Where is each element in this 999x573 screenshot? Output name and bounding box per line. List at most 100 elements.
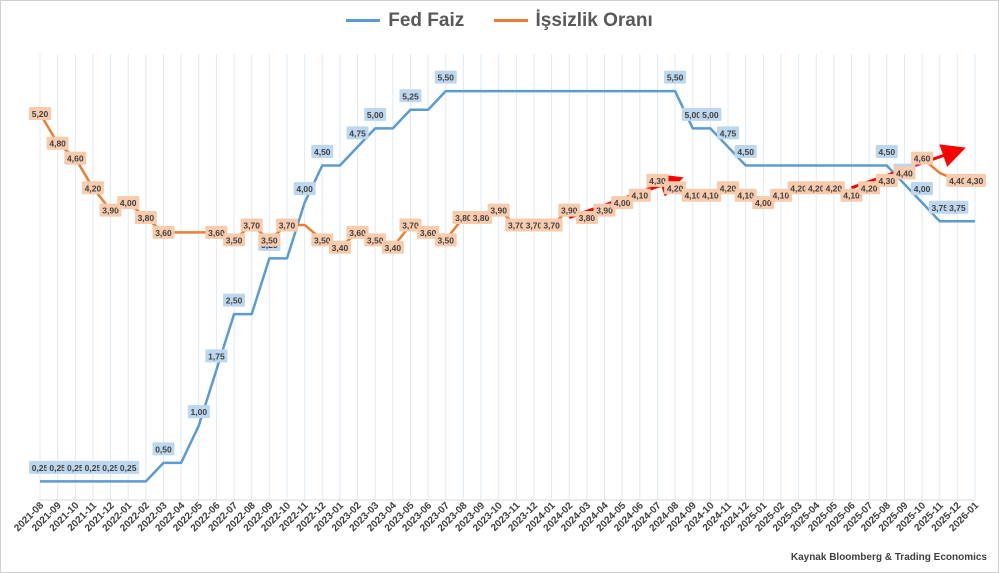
legend-swatch-unemployment	[493, 19, 528, 23]
data-label: 4,60	[914, 154, 931, 164]
data-label: 5,50	[667, 73, 684, 83]
data-label: 0,25	[102, 463, 119, 473]
data-label: 5,25	[402, 91, 419, 101]
legend-swatch-fed	[346, 19, 381, 23]
data-label-box	[152, 225, 175, 239]
data-label: 4,50	[879, 147, 896, 157]
data-label-box	[946, 200, 969, 214]
data-label: 4,40	[949, 176, 966, 186]
data-label-box	[293, 182, 316, 196]
data-label: 3,50	[367, 235, 384, 245]
data-label-box	[875, 145, 898, 158]
series-line-fed	[40, 89, 975, 483]
data-label: 0,25	[120, 463, 137, 473]
data-label: 3,90	[490, 206, 507, 216]
data-label: 4,10	[737, 191, 754, 201]
data-label: 4,20	[85, 183, 102, 193]
data-label: 4,40	[896, 168, 913, 178]
data-label: 3,50	[261, 235, 278, 245]
data-label-box	[346, 126, 369, 140]
data-label: 3,80	[579, 213, 596, 223]
legend-item-fed: Fed Faiz	[346, 10, 464, 32]
data-label: 4,10	[684, 191, 701, 201]
data-label-box	[575, 211, 598, 225]
data-label-box	[717, 181, 740, 195]
data-label-box	[734, 145, 757, 158]
data-label: 5,50	[437, 73, 454, 83]
data-label-box	[187, 405, 210, 419]
data-label-box	[81, 460, 104, 474]
data-label-box	[558, 203, 581, 217]
data-label-box	[434, 233, 457, 247]
data-label-box	[664, 181, 687, 195]
data-label-box	[64, 460, 87, 474]
legend: Fed Faiz İşsizlik Oranı	[0, 10, 999, 32]
data-label: 4,20	[808, 183, 825, 193]
data-label: 3,60	[155, 228, 172, 238]
data-label-box	[734, 188, 757, 202]
data-label: 3,80	[473, 213, 490, 223]
data-label-box	[346, 225, 369, 239]
data-label: 5,20	[32, 109, 49, 119]
data-label: 5,00	[702, 110, 719, 120]
data-label: 0,25	[32, 463, 49, 473]
data-label-box	[717, 126, 740, 140]
legend-item-unemployment: İşsizlik Oranı	[493, 10, 653, 32]
data-label: 3,70	[543, 220, 560, 230]
data-label: 3,75	[931, 203, 948, 213]
data-label-box	[699, 188, 722, 202]
data-label-box	[46, 136, 69, 150]
data-label: 3,40	[332, 243, 349, 253]
data-label-box	[223, 233, 246, 247]
data-label: 3,60	[208, 228, 225, 238]
data-label-box	[99, 203, 122, 217]
data-label-box	[875, 173, 898, 187]
data-label-box	[681, 188, 704, 202]
data-label-box	[611, 196, 634, 210]
data-label-box	[240, 218, 263, 232]
data-label: 4,20	[826, 183, 843, 193]
data-label: 3,60	[349, 228, 366, 238]
data-label-box	[364, 233, 387, 247]
data-label: 4,50	[737, 147, 754, 157]
data-label-box	[117, 460, 140, 474]
data-label: 4,80	[49, 139, 66, 149]
data-label-box	[328, 240, 351, 254]
data-label-box	[223, 293, 246, 307]
data-label-box	[681, 107, 704, 121]
data-label-box	[434, 70, 457, 84]
data-label: 3,50	[314, 235, 331, 245]
data-label: 3,70	[279, 220, 296, 230]
data-label: 1,75	[208, 351, 225, 361]
data-label-box	[205, 225, 228, 239]
data-label-box	[858, 181, 881, 195]
data-label-box	[540, 218, 563, 232]
source-note: Kaynak Bloomberg & Trading Economics	[790, 552, 987, 563]
data-label: 4,30	[649, 176, 666, 186]
data-label-box	[81, 181, 104, 195]
data-label: 3,70	[526, 220, 543, 230]
data-label-box	[769, 188, 792, 202]
data-label: 4,75	[349, 128, 366, 138]
data-label: 4,10	[773, 191, 790, 201]
data-label-box	[152, 442, 175, 456]
data-label-box	[275, 218, 298, 232]
data-label-box	[29, 106, 51, 120]
data-label: 5,00	[684, 110, 701, 120]
data-label-box	[399, 218, 422, 232]
data-label: 4,20	[720, 183, 737, 193]
data-label-box	[505, 218, 528, 232]
data-label: 4,30	[879, 176, 896, 186]
data-label-box	[522, 218, 545, 232]
data-label-box	[205, 349, 228, 363]
data-label: 3,90	[561, 206, 578, 216]
data-label-box	[664, 70, 687, 84]
data-label: 4,20	[861, 183, 878, 193]
data-label-box	[134, 211, 157, 225]
data-label: 3,40	[385, 243, 402, 253]
data-label-box	[364, 107, 387, 121]
legend-label-unemployment: İşsizlik Oranı	[535, 10, 653, 31]
data-label-box	[29, 460, 51, 474]
data-label-box	[893, 166, 916, 180]
